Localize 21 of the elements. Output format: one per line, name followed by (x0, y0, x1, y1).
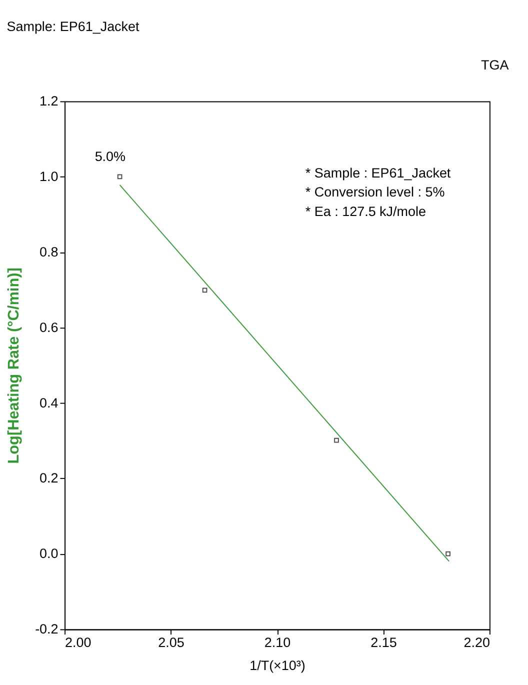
annotation: * Sample : EP61_Jacket (305, 165, 451, 180)
chart-title: Sample: EP61_Jacket (6, 18, 140, 34)
y-axis-title: Log[Heating Rate (°C/min)] (6, 268, 23, 464)
y-tick-label: 1.0 (40, 169, 58, 184)
y-tick-label: 0.4 (40, 395, 59, 410)
text: TGA (481, 57, 509, 72)
x-tick-label: 2.05 (158, 635, 184, 650)
y-tick-label: -0.2 (35, 622, 58, 637)
x-tick-label: 2.00 (65, 635, 92, 650)
annotation: * Conversion level : 5% (305, 184, 445, 200)
annotation: 5.0% (94, 149, 126, 164)
y-tick-label: 0.6 (40, 320, 58, 335)
annotation: * Ea : 127.5 kJ/mole (305, 204, 426, 219)
x-tick-label: 2.10 (264, 635, 291, 650)
y-tick-label: 1.2 (40, 94, 58, 109)
x-tick-label: 2.20 (464, 635, 490, 650)
x-axis-title: 1/T(×10³) (250, 658, 306, 674)
y-tick-label: 0.8 (40, 244, 58, 260)
x-tick-label: 2.15 (370, 635, 397, 650)
y-tick-label: 0.0 (40, 546, 58, 562)
y-tick-label: 0.2 (40, 470, 58, 486)
